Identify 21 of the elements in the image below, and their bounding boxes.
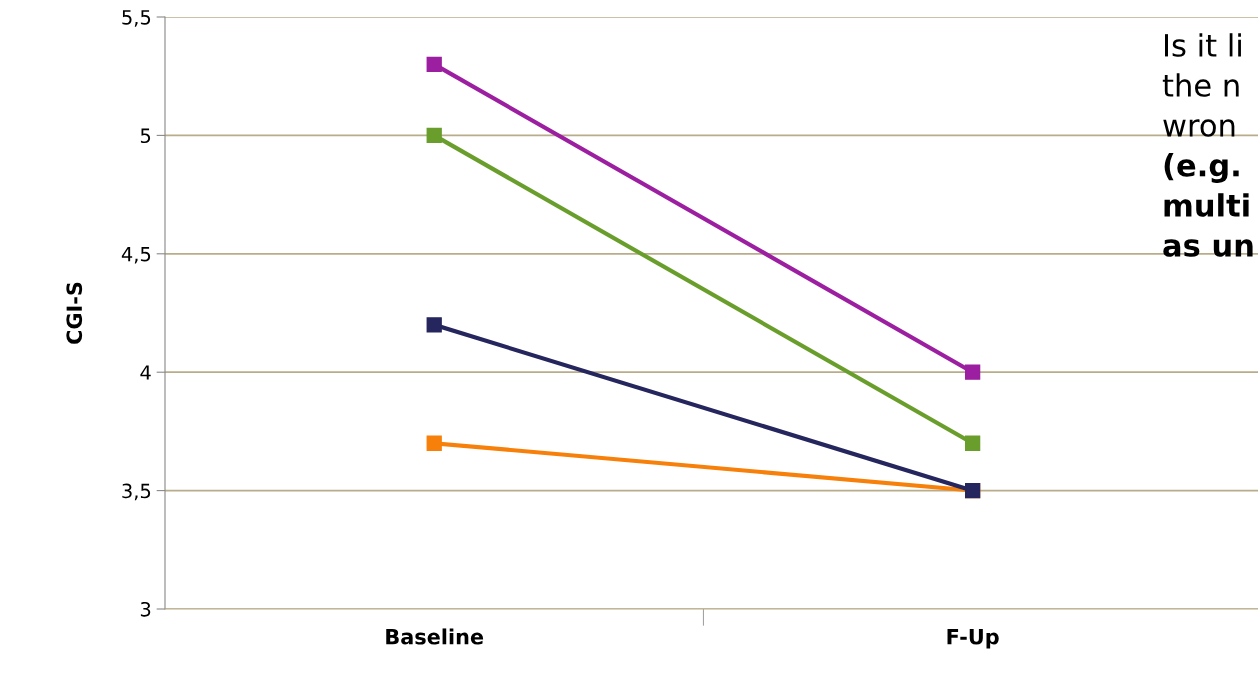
annotation: multi (1164, 193, 1249, 217)
y-tick-label: 4 (140, 365, 151, 380)
annotation: the n (1162, 73, 1239, 97)
point (426, 317, 442, 333)
y-tick-label: 4,5 (121, 247, 151, 264)
x-tick-label: F-Up (947, 629, 999, 649)
x-tick-label: Baseline (386, 628, 484, 645)
annotation: as un (1163, 239, 1253, 257)
annotation: Is it li (1165, 33, 1241, 57)
y-tick-label: 3,5 (122, 483, 151, 501)
point (426, 127, 442, 144)
annotation: wron (1163, 119, 1235, 137)
y-axis-title: CGI-S (66, 282, 83, 344)
y-tick-label: 3 (140, 601, 151, 617)
y-tick-label: 5 (140, 128, 151, 144)
y-tick-label: 5,5 (122, 10, 151, 27)
point (426, 435, 442, 451)
point (426, 56, 442, 72)
point (964, 435, 981, 451)
point (964, 364, 981, 380)
annotation: (e.g. (1164, 153, 1239, 183)
